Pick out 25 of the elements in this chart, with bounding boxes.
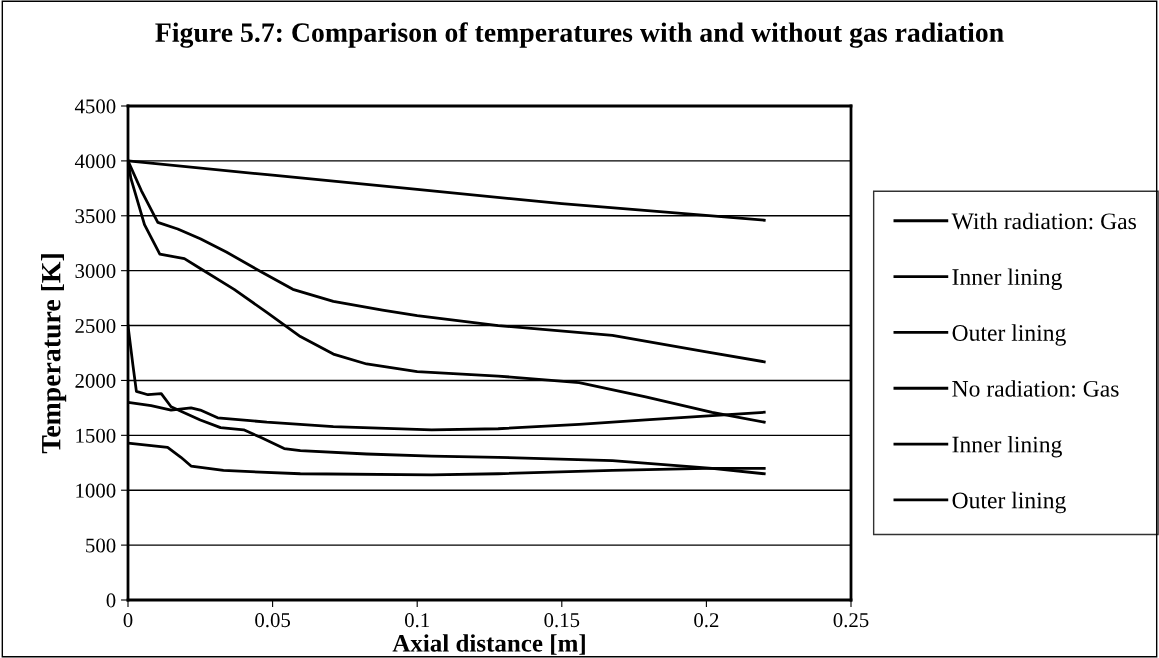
legend-label: Outer lining: [952, 324, 1066, 346]
x-tick-label: 0.1: [404, 613, 429, 628]
y-tick-label: 500: [86, 538, 116, 553]
x-axis-title: Axial distance [m]: [392, 634, 585, 655]
legend-label: Outer lining: [952, 491, 1066, 514]
y-tick-label: 0: [106, 593, 116, 608]
y-tick-label: 2000: [75, 373, 116, 388]
legend-label: With radiation: Gas: [951, 212, 1136, 230]
y-axis-title: Temperature [K]: [41, 254, 67, 454]
x-tick-label: 0.15: [544, 613, 580, 628]
x-tick-label: 0: [123, 613, 133, 628]
legend-label: No radiation: Gas: [952, 380, 1119, 397]
y-tick-label: 2500: [75, 318, 116, 333]
y-tick-label: 1500: [76, 428, 116, 443]
chart-title: Figure 5.7: Comparison of temperatures with and without gas radiation: [155, 22, 1004, 48]
y-tick-label: 3500: [75, 209, 116, 224]
x-tick-label: 0.05: [255, 613, 291, 628]
x-tick-label: 0.2: [694, 613, 719, 628]
y-tick-label: 4000: [74, 154, 116, 169]
y-tick-label: 4500: [74, 99, 116, 114]
legend-label: Inner lining: [952, 268, 1062, 290]
x-tick-label: 0.25: [833, 613, 869, 628]
legend-label: Inner lining: [952, 435, 1062, 458]
y-tick-label: 1000: [76, 483, 116, 498]
y-tick-label: 3000: [75, 264, 116, 279]
